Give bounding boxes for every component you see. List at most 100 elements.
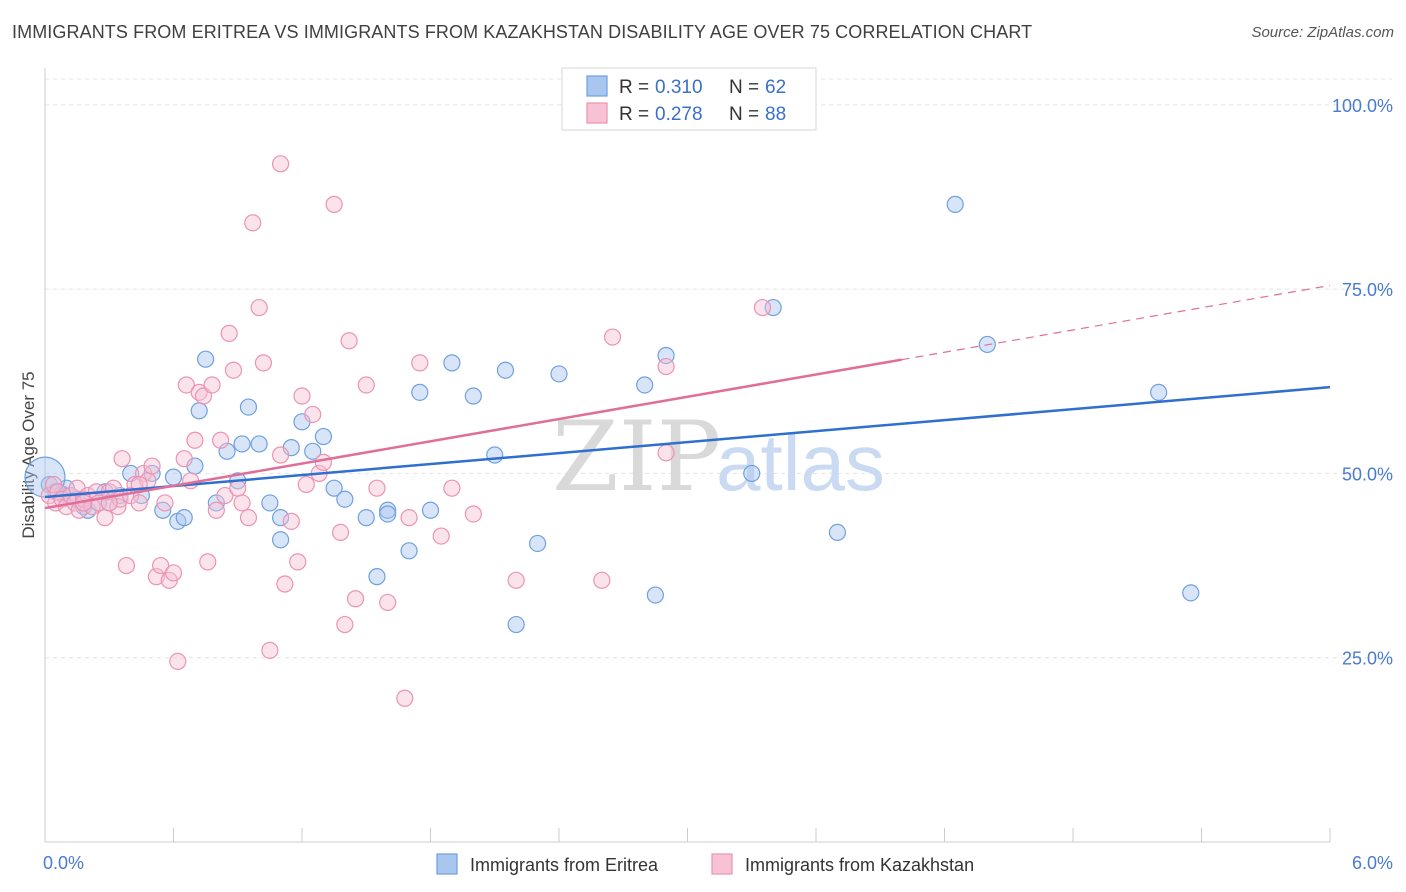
point-eritrea [325, 479, 343, 497]
point-eritrea [1182, 584, 1200, 602]
point-kazakhstan [96, 509, 114, 527]
point-kazakhstan [753, 298, 772, 317]
trend-line-eritrea [44, 385, 1331, 499]
chart-title: IMMIGRANTS FROM ERITREA VS IMMIGRANTS FR… [12, 22, 1033, 42]
point-kazakhstan [143, 457, 161, 475]
legend-swatch-eritrea [586, 75, 608, 97]
point-kazakhstan [464, 505, 482, 523]
y-tick-label-75: 75.0% [1342, 280, 1393, 300]
point-kazakhstan [152, 556, 170, 575]
point-kazakhstan [250, 298, 268, 317]
point-eritrea [233, 435, 251, 453]
point-eritrea [239, 398, 258, 416]
point-kazakhstan [117, 556, 135, 575]
point-kazakhstan [432, 527, 450, 545]
point-eritrea [314, 427, 333, 446]
point-kazakhstan [282, 512, 300, 530]
point-kazakhstan [100, 494, 118, 512]
point-kazakhstan [244, 214, 262, 232]
point-eritrea [304, 442, 322, 460]
point-kazakhstan [199, 553, 217, 571]
legend-r-label-eritrea: R = [619, 77, 649, 98]
point-kazakhstan [340, 332, 358, 350]
point-kazakhstan [207, 501, 225, 519]
point-eritrea [379, 501, 397, 519]
point-eritrea [400, 542, 418, 560]
point-eritrea [507, 615, 525, 634]
point-kazakhstan [147, 568, 165, 586]
point-kazakhstan [336, 615, 354, 634]
point-kazakhstan [271, 155, 290, 173]
y-tick-labels: 25.0% 50.0% 75.0% 100.0% [1332, 96, 1393, 669]
point-eritrea [190, 402, 208, 420]
point-kazakhstan [593, 571, 611, 589]
bottom-legend-swatch-eritrea [436, 853, 458, 875]
point-eritrea [646, 586, 664, 604]
point-kazakhstan [164, 564, 183, 582]
point-kazakhstan [379, 593, 397, 612]
legend-n-value-eritrea: 62 [765, 77, 786, 98]
point-kazakhstan [293, 387, 311, 405]
point-eritrea [486, 446, 504, 464]
point-eritrea [379, 505, 397, 523]
x-ticks [173, 828, 1331, 842]
x-tick-label-max: 6.0% [1352, 853, 1393, 873]
point-kazakhstan [276, 575, 294, 593]
legend-n-value-kazakhstan: 88 [765, 104, 786, 125]
point-eritrea [550, 365, 568, 383]
point-kazakhstan [175, 450, 193, 468]
point-eritrea [411, 383, 429, 401]
legend-n-label-eritrea: N = [729, 77, 759, 98]
trend-line-extension-kazakhstan [901, 284, 1331, 361]
point-kazakhstan [212, 431, 230, 449]
bottom-legend-label-kazakhstan: Immigrants from Kazakhstan [745, 855, 974, 875]
point-eritrea [528, 534, 547, 553]
watermark: ZIP atlas [552, 401, 885, 513]
point-kazakhstan [254, 354, 273, 372]
point-kazakhstan [220, 324, 238, 342]
point-eritrea [636, 376, 654, 394]
point-kazakhstan [186, 431, 204, 449]
point-kazakhstan [331, 523, 350, 542]
chart-source: Source: ZipAtlas.com [1251, 24, 1394, 41]
point-eritrea [1150, 383, 1168, 401]
point-eritrea [261, 494, 279, 512]
point-eritrea [421, 501, 440, 519]
point-eritrea [250, 435, 268, 453]
point-kazakhstan [233, 494, 251, 512]
bottom-legend-swatch-kazakhstan [711, 853, 733, 875]
point-kazakhstan [396, 689, 414, 707]
point-eritrea [828, 523, 847, 542]
point-kazakhstan [169, 652, 187, 671]
point-kazakhstan [443, 479, 461, 497]
point-kazakhstan [113, 450, 131, 468]
point-kazakhstan [177, 376, 195, 394]
point-eritrea [357, 509, 375, 527]
y-tick-label-50: 50.0% [1342, 464, 1393, 484]
point-kazakhstan [261, 641, 279, 659]
point-eritrea [197, 350, 215, 368]
point-eritrea [336, 490, 354, 508]
point-eritrea [443, 354, 461, 372]
watermark-zip: ZIP [552, 401, 721, 513]
point-eritrea [743, 464, 761, 483]
trend-line-kazakhstan [44, 358, 902, 510]
y-tick-label-100: 100.0% [1332, 96, 1393, 116]
point-kazakhstan [325, 195, 343, 213]
point-kazakhstan [657, 357, 675, 376]
point-kazakhstan [314, 453, 333, 471]
y-axis-label: Disability Age Over 75 [19, 371, 38, 538]
legend-r-label-kazakhstan: R = [619, 104, 649, 125]
point-kazakhstan [297, 475, 315, 494]
bottom-legend-label-eritrea: Immigrants from Eritrea [470, 855, 659, 875]
point-kazakhstan [216, 486, 234, 505]
point-kazakhstan [224, 361, 243, 379]
legend: R = 0.310 N = 62 R = 0.278 N = 88 [561, 67, 817, 131]
point-eritrea [24, 456, 66, 498]
point-kazakhstan [603, 328, 622, 346]
gridlines [45, 78, 1392, 659]
point-eritrea [496, 361, 515, 379]
point-kazakhstan [289, 553, 307, 571]
point-kazakhstan [346, 590, 365, 608]
